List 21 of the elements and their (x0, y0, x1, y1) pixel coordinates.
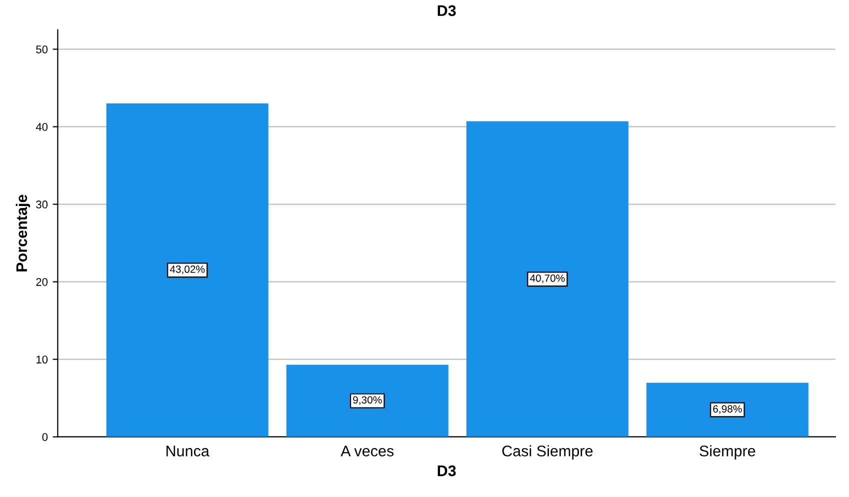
y-axis-title: Porcentaje (16, 194, 30, 272)
data-label: 9,30% (353, 396, 382, 405)
y-tick-label: 30 (36, 200, 48, 208)
bar (286, 364, 448, 437)
data-label: 6,98% (713, 405, 742, 414)
bar (106, 103, 268, 437)
x-axis-title: D3 (438, 465, 456, 476)
chart-title: D3 (438, 5, 456, 16)
x-tick-label: Casi Siempre (502, 445, 593, 460)
y-tick-label: 40 (36, 123, 48, 131)
bar (466, 121, 628, 437)
y-tick-label: 0 (42, 433, 48, 441)
x-tick-label: Nunca (166, 446, 210, 456)
x-tick-label: A veces (340, 446, 394, 456)
x-tick-label: Siempre (700, 445, 756, 460)
y-tick-label: 50 (36, 45, 48, 54)
y-tick-label: 20 (36, 278, 48, 286)
data-label: 40,70% (530, 274, 565, 284)
bar (646, 382, 808, 437)
data-label: 43,02% (170, 266, 205, 274)
y-tick-label: 10 (36, 356, 48, 364)
